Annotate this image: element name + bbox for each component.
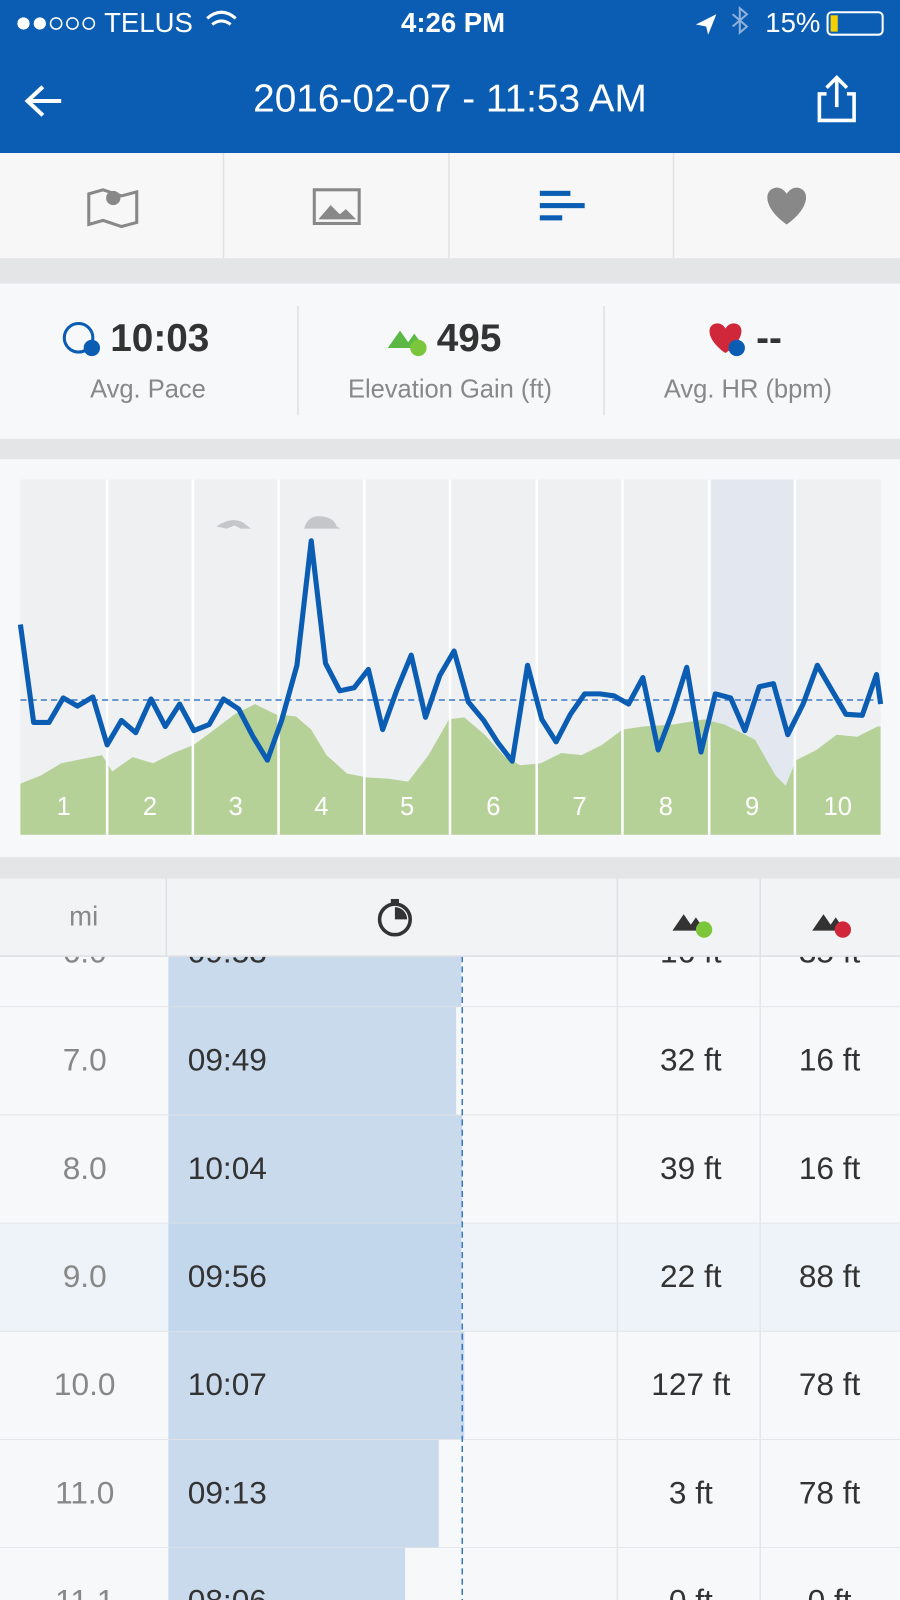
split-descent: 78 ft [799, 1474, 861, 1510]
map-tab[interactable] [87, 188, 139, 229]
pace-bar [168, 1439, 439, 1548]
split-mile: 8.0 [63, 1150, 107, 1186]
back-button[interactable] [24, 85, 62, 117]
split-ascent: 22 ft [660, 1258, 722, 1294]
app-bar [0, 0, 900, 154]
mile-label: 4 [314, 793, 328, 821]
split-mile: 9.0 [63, 1258, 107, 1294]
summary-value: 10:03 [110, 317, 209, 360]
mile-lines [105, 479, 797, 835]
pace-bar [168, 1115, 463, 1224]
hr-icon [709, 323, 745, 357]
table-row [0, 1439, 900, 1548]
split-ascent: 16 ft [660, 933, 722, 969]
wifi-icon [206, 10, 237, 26]
summary-label: Avg. HR (bpm) [664, 376, 832, 404]
split-pace: 09:13 [188, 1474, 267, 1510]
pace-bar [168, 1007, 457, 1116]
column-header: mi [69, 901, 98, 932]
split-descent: 88 ft [799, 1258, 861, 1294]
mile-label: 7 [572, 793, 586, 821]
pace-bar [168, 1331, 465, 1440]
split-mile: 11.1 [55, 1582, 114, 1600]
bluetooth-icon [731, 5, 749, 35]
split-mile: 7.0 [63, 1042, 107, 1078]
split-ascent: 127 ft [651, 1366, 730, 1402]
mile-label: 1 [57, 793, 71, 821]
pace-column-icon [377, 898, 412, 937]
pace-bar [168, 956, 462, 1008]
split-descent: 0 ft [808, 1582, 852, 1600]
pace-bar [168, 1547, 406, 1600]
split-ascent: 3 ft [669, 1474, 713, 1510]
summary-label: Elevation Gain (ft) [348, 376, 552, 404]
share-button[interactable] [817, 75, 856, 123]
summary-value: 495 [437, 317, 502, 360]
signal [17, 17, 96, 30]
split-pace: 08:06 [188, 1582, 267, 1600]
split-descent: 16 ft [799, 1042, 861, 1078]
clock: 4:26 PM [401, 7, 505, 38]
mile-label: 2 [143, 793, 157, 821]
split-pace: 10:04 [188, 1150, 267, 1186]
split-ascent: 39 ft [660, 1150, 722, 1186]
mile-label: 6 [486, 793, 500, 821]
split-mile: 11.0 [55, 1474, 114, 1510]
summary-panel [0, 283, 900, 439]
battery-icon [826, 11, 884, 36]
photo-tab[interactable] [312, 188, 361, 225]
heart-tab[interactable] [767, 187, 807, 225]
fastest-marker [216, 520, 252, 529]
split-pace: 09:56 [188, 1258, 267, 1294]
descent-column-icon [812, 914, 852, 938]
split-ascent: 32 ft [660, 1042, 722, 1078]
split-pace: 09:49 [188, 1042, 267, 1078]
mile-label: 8 [659, 793, 673, 821]
split-mile: 10.0 [54, 1366, 116, 1402]
table-header [0, 878, 900, 957]
splits-tab[interactable] [539, 190, 585, 221]
mile-label: 9 [745, 793, 759, 821]
pace-bar [168, 1223, 462, 1332]
divider [0, 258, 900, 284]
elevation-icon [387, 330, 427, 357]
slowest-marker [302, 516, 341, 529]
divider [0, 857, 900, 879]
summary-value: -- [756, 317, 782, 360]
mile-label: 3 [229, 793, 243, 821]
carrier: TELUS [104, 7, 193, 38]
splits-table: 6.0 09:53 16 ft 35 ft 7.0 09:49 32 ft 16 ft 8.0 1… [0, 933, 900, 1600]
split-mile: 6.0 [63, 933, 107, 969]
battery-percent: 15% [765, 7, 820, 38]
pace-icon [62, 321, 100, 357]
mile-label: 10 [824, 793, 852, 821]
tab-bar [0, 153, 900, 259]
split-descent: 35 ft [799, 933, 861, 969]
pace-line [17, 538, 884, 764]
split-pace: 09:53 [188, 933, 267, 969]
split-ascent: 0 ft [669, 1582, 713, 1600]
divider [0, 438, 900, 460]
ascent-column-icon [672, 914, 713, 938]
split-descent: 78 ft [799, 1366, 861, 1402]
table-row [0, 1547, 900, 1600]
summary-label: Avg. Pace [90, 376, 206, 404]
battery-level [830, 15, 838, 32]
split-pace: 10:07 [188, 1366, 267, 1402]
split-descent: 16 ft [799, 1150, 861, 1186]
page-title: 2016-02-07 - 11:53 AM [253, 77, 647, 120]
location-icon [695, 14, 717, 35]
mile-label: 5 [400, 793, 414, 821]
